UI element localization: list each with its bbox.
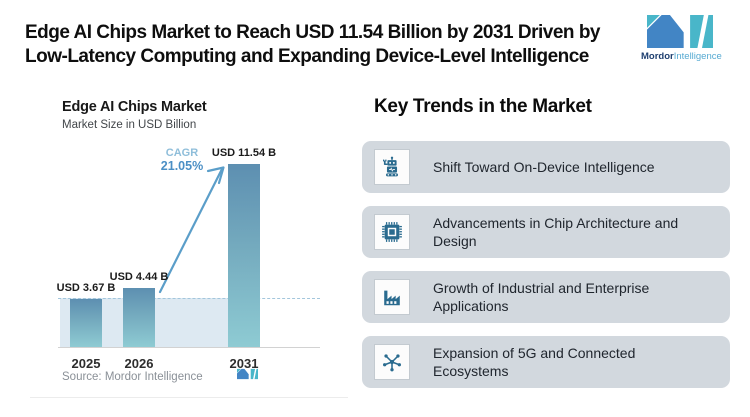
trend-card-list: Shift Toward On-Device Intelligence Adva…: [362, 141, 730, 401]
mordor-mini-logo-icon: [237, 368, 258, 380]
trend-card-on-device: Shift Toward On-Device Intelligence: [362, 141, 730, 193]
bar-2025: [70, 299, 102, 347]
trend-card-chip-architecture: Advancements in Chip Architecture and De…: [362, 206, 730, 258]
trend-card-industrial-growth: Growth of Industrial and Enterprise Appl…: [362, 271, 730, 323]
brand-name-mordor: Mordor: [641, 51, 674, 62]
cagr-annotation: CAGR 21.05%: [161, 147, 203, 173]
chart-title: Edge AI Chips Market: [62, 99, 207, 115]
trend-label: Shift Toward On-Device Intelligence: [433, 158, 655, 175]
x-tick-2031: 2031: [229, 356, 259, 371]
mordor-logo-icon: [647, 15, 713, 48]
value-label-2031: USD 11.54 B: [211, 147, 277, 159]
trend-card-5g-ecosystems: Expansion of 5G and Connected Ecosystems: [362, 336, 730, 388]
brand-name: MordorIntelligence: [641, 51, 722, 62]
divider: [30, 397, 348, 398]
cagr-arrow-icon: [158, 166, 225, 294]
page-title-line1: Edge AI Chips Market to Reach USD 11.54 …: [25, 22, 601, 43]
page-title-line2: Low-Latency Computing and Expanding Devi…: [25, 46, 589, 67]
brand-name-intelligence: Intelligence: [673, 51, 722, 62]
source-attribution: Source: Mordor Intelligence: [62, 371, 203, 383]
trend-label: Expansion of 5G and Connected Ecosystems: [433, 344, 636, 380]
value-label-2025: USD 3.67 B: [56, 282, 116, 294]
x-tick-2026: 2026: [124, 356, 154, 371]
chart-dashed-reference-line: [58, 298, 320, 299]
bar-2031: [228, 164, 260, 347]
cagr-value: 21.05%: [160, 159, 204, 173]
robot-icon: [374, 149, 410, 185]
trend-label: Advancements in Chip Architecture and De…: [433, 214, 679, 250]
trend-label: Growth of Industrial and Enterprise Appl…: [433, 279, 650, 315]
page-title: Edge AI Chips Market to Reach USD 11.54 …: [25, 21, 640, 69]
brand-logo: MordorIntelligence: [641, 15, 722, 62]
chart-subtitle: Market Size in USD Billion: [62, 119, 197, 131]
factory-icon: [374, 279, 410, 315]
cagr-label: CAGR: [165, 147, 199, 159]
bar-chart: USD 3.67 B USD 4.44 B USD 11.54 B CAGR 2…: [56, 140, 320, 371]
bar-2026: [123, 288, 155, 347]
network-icon: [374, 344, 410, 380]
value-label-2026: USD 4.44 B: [109, 271, 169, 283]
chip-icon: [374, 214, 410, 250]
x-tick-2025: 2025: [71, 356, 101, 371]
trends-heading: Key Trends in the Market: [374, 96, 592, 117]
